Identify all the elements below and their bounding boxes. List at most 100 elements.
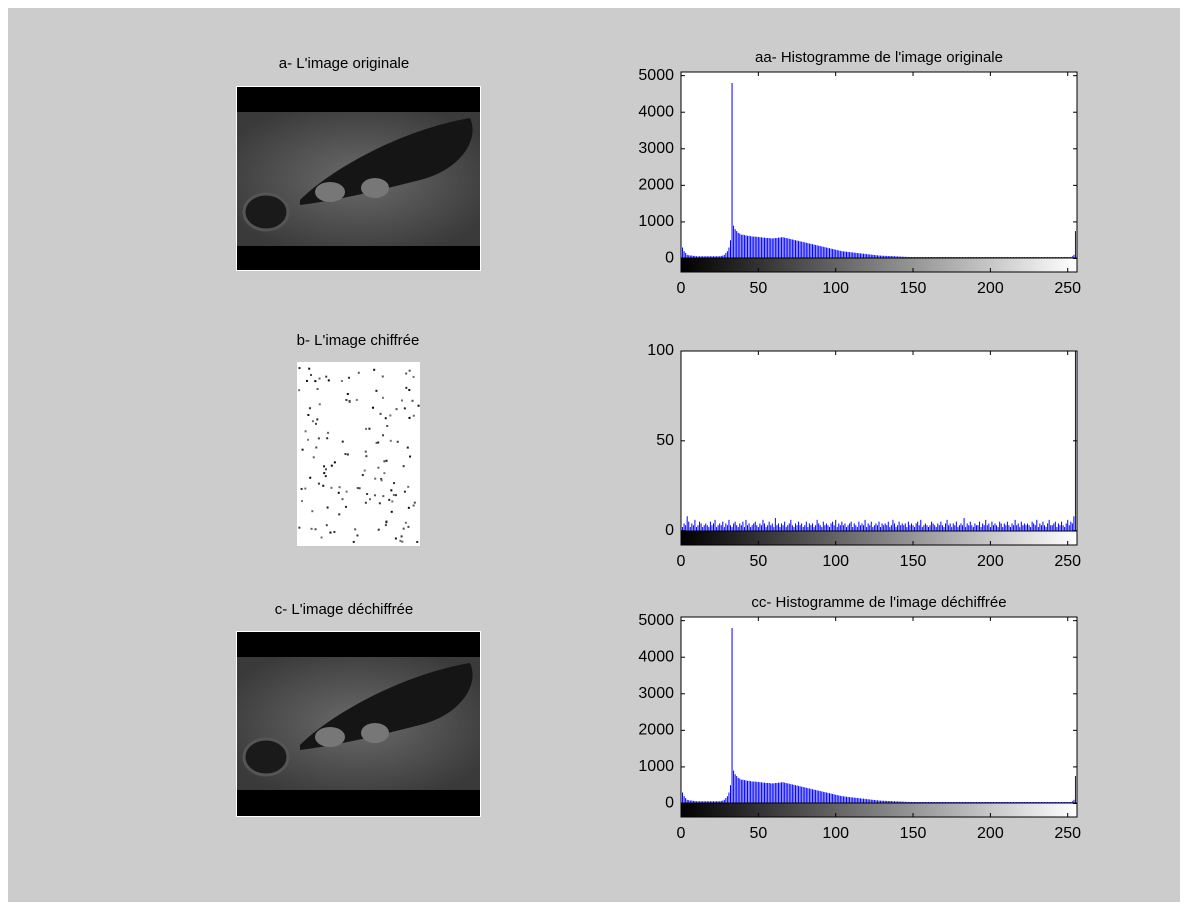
speckle [412, 375, 415, 378]
speckle [304, 487, 307, 490]
speckle [317, 482, 320, 485]
speckle [382, 495, 385, 498]
speckle [311, 420, 314, 423]
speckle [377, 528, 380, 531]
x-tick-label: 200 [977, 553, 1004, 570]
speckle [314, 528, 317, 531]
image-original [236, 86, 481, 271]
speckle [364, 501, 367, 504]
plot-area [681, 72, 1077, 272]
x-tick-label: 200 [977, 825, 1004, 842]
speckle [380, 479, 383, 482]
speckle [403, 407, 406, 410]
x-tick-label: 150 [900, 553, 927, 570]
speckle [380, 477, 383, 480]
speckle [383, 472, 386, 475]
speckle [314, 422, 317, 425]
speckle [325, 375, 328, 378]
speckle [309, 476, 312, 479]
x-tick-label: 150 [900, 280, 927, 297]
speckle [386, 424, 389, 427]
speckle [364, 450, 367, 453]
speckle [391, 500, 394, 503]
axes-box [680, 71, 1078, 273]
speckle [400, 535, 403, 538]
speckle [405, 386, 408, 389]
speckle [305, 379, 308, 382]
y-tick-label: 3000 [638, 685, 674, 702]
speckle [338, 513, 341, 516]
speckle [330, 486, 333, 489]
x-tick-label: 50 [749, 825, 767, 842]
speckle [307, 413, 310, 416]
y-tick-label: 5000 [638, 67, 674, 84]
speckle [382, 434, 385, 437]
speckle [344, 505, 347, 508]
y-tick-label: 0 [665, 795, 674, 812]
chart-title: aa- Histogramme de l'image originale [755, 49, 1003, 66]
y-tick-label: 0 [665, 250, 674, 267]
speckle [363, 469, 366, 472]
speckle [390, 510, 393, 513]
speckle [402, 465, 405, 468]
speckle [368, 498, 371, 501]
speckle [396, 440, 399, 443]
speckle [308, 367, 311, 370]
x-tick-label: 0 [677, 825, 686, 842]
speckle [399, 539, 402, 542]
speckle [366, 493, 369, 496]
y-tick-label: 5000 [638, 612, 674, 629]
speckle [357, 371, 360, 374]
speckle [324, 475, 327, 478]
x-tick-label: 50 [749, 553, 767, 570]
x-tick-label: 100 [822, 825, 849, 842]
speckle [325, 524, 328, 527]
speckle [381, 396, 384, 399]
speckle [416, 540, 419, 543]
speckle [365, 455, 368, 458]
plot-area [681, 617, 1077, 817]
x-tick-label: 250 [1054, 825, 1081, 842]
speckle [408, 416, 411, 419]
speckle [379, 412, 382, 415]
speckle [347, 376, 350, 379]
speckle [323, 472, 326, 475]
y-tick-label: 2000 [638, 722, 674, 739]
speckle [341, 440, 344, 443]
speckle [330, 464, 333, 467]
speckle [409, 455, 412, 458]
image-title: b- L'image chiffrée [297, 332, 420, 349]
speckle [315, 446, 318, 449]
colorbar [680, 530, 1078, 546]
speckle [337, 491, 340, 494]
speckle [405, 372, 408, 375]
speckle [345, 490, 348, 493]
speckle [412, 414, 415, 417]
speckle [345, 399, 348, 402]
speckle [324, 468, 327, 471]
x-tick-label: 0 [677, 280, 686, 297]
speckle [333, 530, 336, 533]
speckle [365, 427, 368, 430]
speckle [412, 504, 415, 507]
speckle [320, 536, 323, 539]
speckle [383, 460, 386, 463]
speckle [327, 431, 330, 434]
speckle [318, 377, 321, 380]
speckle [375, 389, 378, 392]
speckle [317, 437, 320, 440]
speckle [304, 430, 307, 433]
colorbar [680, 802, 1078, 818]
speckle [388, 498, 391, 501]
y-tick-label: 0 [665, 522, 674, 539]
speckle [378, 502, 381, 505]
speckle [377, 441, 380, 444]
speckle [301, 448, 304, 451]
speckle [392, 493, 395, 496]
speckle [316, 418, 319, 421]
y-tick-label: 1000 [638, 213, 674, 230]
y-tick-label: 50 [656, 432, 674, 449]
axes-box [680, 350, 1078, 546]
speckle [356, 487, 359, 490]
speckle [298, 526, 301, 529]
